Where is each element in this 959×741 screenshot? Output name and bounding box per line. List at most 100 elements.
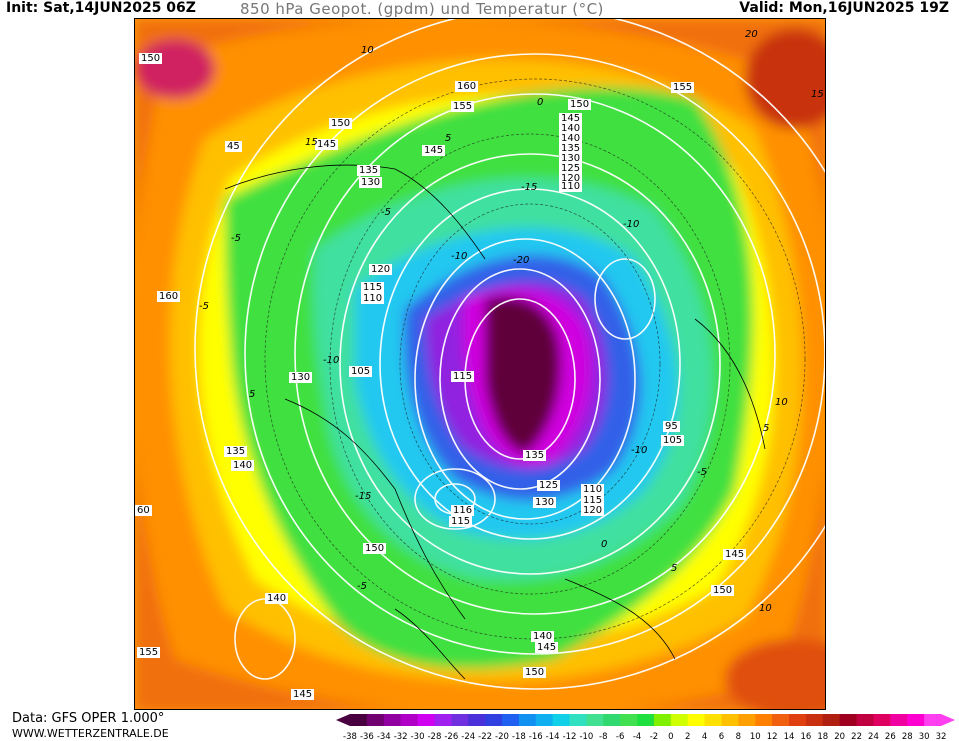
geopotential-label: 130 (289, 372, 313, 383)
legend-swatch (755, 714, 773, 726)
geopotential-label: 110 (559, 181, 583, 192)
legend-tick-label: -24 (461, 732, 475, 741)
geopotential-label: 120 (581, 505, 605, 516)
legend-swatch (738, 714, 756, 726)
temperature-label: 20 (745, 29, 758, 40)
temperature-label: -5 (697, 467, 707, 478)
geopotential-label: 145 (315, 139, 339, 150)
temperature-label: 5 (763, 423, 770, 434)
temperature-label: 10 (759, 603, 772, 614)
temperature-label: -5 (231, 233, 241, 244)
legend-arrow-high (941, 714, 955, 726)
legend-tick-label: 12 (767, 732, 778, 741)
geopotential-label: 145 (559, 113, 583, 124)
legend-swatch (383, 714, 402, 726)
geopotential-label: 115 (581, 495, 605, 506)
geopotential-label: 150 (329, 118, 353, 129)
geopotential-label: 95 (663, 421, 680, 432)
geopotential-label: 150 (568, 99, 592, 110)
legend-swatch (704, 714, 722, 726)
legend-tick-label: 28 (902, 732, 913, 741)
legend-tick-label: 8 (736, 732, 741, 741)
legend-tick-label: 24 (868, 732, 879, 741)
legend-swatch (653, 714, 672, 726)
legend-swatch (822, 714, 841, 726)
geopotential-label: 150 (523, 667, 547, 678)
legend-tick-label: 18 (817, 732, 828, 741)
legend-tick-label: -8 (599, 732, 607, 741)
temperature-label: 10 (361, 45, 374, 56)
legend-tick-label: -34 (377, 732, 391, 741)
legend-tick-label: 4 (702, 732, 707, 741)
legend-tick-label: -38 (343, 732, 357, 741)
legend-tick-label: -26 (444, 732, 458, 741)
legend-swatch (856, 714, 874, 726)
temperature-label: -20 (513, 255, 530, 266)
legend-tick-label: 32 (936, 732, 947, 741)
temperature-label: 0 (601, 539, 608, 550)
geopotential-label: 125 (559, 163, 583, 174)
geopotential-label: 115 (361, 282, 385, 293)
init-time-label: Init: Sat,14JUN2025 06Z (6, 0, 196, 16)
data-source-label: Data: GFS OPER 1.000° (12, 711, 165, 726)
temperature-label: 10 (775, 397, 788, 408)
temperature-label: -10 (451, 251, 468, 262)
legend-tick-label: 26 (885, 732, 896, 741)
legend-swatch (552, 714, 571, 726)
legend-swatch (924, 714, 942, 726)
temperature-label: 5 (249, 389, 256, 400)
geopotential-label: 120 (369, 264, 393, 275)
legend-swatch (569, 714, 587, 726)
geopotential-label: 135 (357, 165, 381, 176)
geopotential-label: 150 (711, 585, 735, 596)
legend-swatch (805, 714, 824, 726)
legend-tick-label: 0 (668, 732, 673, 741)
legend-tick-label: -12 (563, 732, 577, 741)
geopotential-label: 135 (559, 143, 583, 154)
geopotential-label: 105 (349, 366, 373, 377)
geopotential-label: 145 (422, 145, 446, 156)
legend-swatch (451, 714, 469, 726)
legend-tick-label: -18 (512, 732, 526, 741)
weather-map: 150 160 155 150 145 140 145 150 45 135 1… (134, 18, 826, 710)
legend-swatch (366, 714, 385, 726)
geopotential-label: 145 (291, 689, 315, 700)
geopotential-label: 140 (559, 123, 583, 134)
geopotential-label: 155 (671, 82, 695, 93)
geopotential-label: 110 (361, 293, 385, 304)
geopotential-label: 140 (265, 593, 289, 604)
geopotential-label: 120 (559, 173, 583, 184)
legend-swatch (417, 714, 435, 726)
geopotential-label: 135 (224, 446, 248, 457)
legend-swatch (789, 714, 807, 726)
legend-swatch (468, 714, 486, 726)
legend-tick-label: 10 (750, 732, 761, 741)
temperature-label: 5 (671, 563, 678, 574)
geopotential-label: 155 (137, 647, 161, 658)
geopotential-label: 115 (449, 516, 473, 527)
legend-swatch (434, 714, 452, 726)
temperature-label: -5 (381, 207, 391, 218)
legend-tick-label: -4 (633, 732, 641, 741)
legend-tick-label: -20 (495, 732, 509, 741)
legend-tick-label: 22 (851, 732, 862, 741)
legend-swatch (603, 714, 621, 726)
geopotential-label: 115 (451, 371, 475, 382)
temperature-label: -10 (623, 219, 640, 230)
website-url: WWW.WETTERZENTRALE.DE (12, 727, 169, 740)
temperature-label: -10 (631, 445, 648, 456)
legend-tick-label: 6 (719, 732, 724, 741)
temperature-label: -10 (323, 355, 340, 366)
legend-swatch (772, 714, 790, 726)
legend-tick-label: -14 (546, 732, 560, 741)
legend-swatch (907, 714, 925, 726)
temperature-label: 5 (445, 133, 452, 144)
geopotential-label: 130 (559, 153, 583, 164)
legend-tick-label: -22 (478, 732, 492, 741)
geopotential-label: 110 (581, 484, 605, 495)
legend-swatch (350, 714, 368, 726)
geopotential-label: 130 (359, 177, 383, 188)
geopotential-label: 45 (225, 141, 242, 152)
geopotential-label: 105 (661, 435, 685, 446)
legend-tick-label: 2 (685, 732, 690, 741)
